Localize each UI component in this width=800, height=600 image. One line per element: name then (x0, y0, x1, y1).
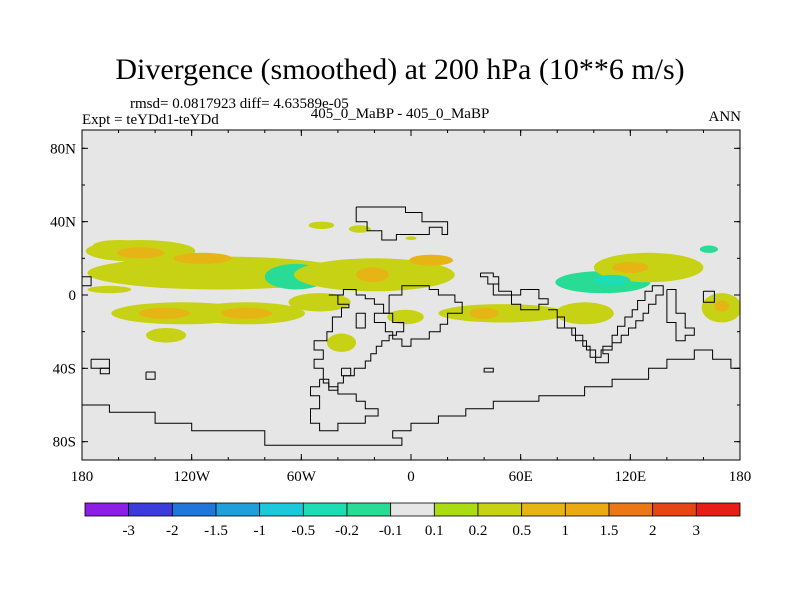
contour-cell (116, 247, 165, 259)
colorbar-label: 2 (649, 523, 657, 539)
colorbar-swatch (564, 502, 610, 517)
contour-cell (147, 225, 163, 229)
contour-cell (409, 254, 453, 266)
coastlines (82, 206, 740, 446)
x-tick-label: 180 (729, 469, 752, 485)
contour-cell (387, 309, 424, 325)
contour-cell (699, 245, 719, 253)
contour-fields (85, 221, 740, 371)
contour-cell (714, 300, 729, 312)
coastline (702, 290, 715, 303)
contour-cell (87, 285, 132, 294)
x-tick-label: 180 (71, 469, 94, 485)
colorbar-label: -2 (166, 523, 179, 539)
contour-cell (308, 221, 335, 229)
contour-cell (146, 328, 187, 343)
contour-cell (348, 225, 371, 233)
colorbar-label: -1.5 (204, 523, 228, 539)
colorbar-label: -1 (253, 523, 266, 539)
colorbar-swatch (608, 502, 654, 517)
x-tick-label: 0 (407, 469, 415, 485)
colorbar-swatch (259, 502, 304, 517)
colorbar-swatch (521, 502, 566, 517)
coastline (310, 378, 379, 432)
y-tick-label: 80N (50, 141, 76, 157)
axes: 180 120W 60W 0 60E 120E 180 80N 40N 0 40S 80S (50, 130, 751, 485)
contour-cell (356, 267, 389, 283)
colorbar-label: -0.2 (335, 523, 359, 539)
difference-label: 405_0_MaBP - 405_0_MaBP (310, 106, 490, 122)
coastline (483, 367, 494, 373)
colorbar-label: -0.1 (379, 523, 403, 539)
contour-cell (173, 252, 232, 264)
chart-title: Divergence (smoothed) at 200 hPa (10**6 … (115, 53, 685, 86)
contour-cell (326, 333, 357, 352)
colorbar-label: -3 (122, 523, 135, 539)
coastline (82, 349, 740, 446)
coastline (99, 367, 110, 375)
contour-cell (681, 340, 708, 356)
coastline (313, 289, 405, 391)
contour-cell (555, 302, 614, 325)
colorbar-swatch (171, 502, 217, 517)
coastline (355, 312, 366, 329)
colorbar-label: 1 (562, 523, 570, 539)
colorbar-swatch (84, 502, 130, 517)
coastline (145, 371, 156, 380)
colorbar-swatch (215, 502, 261, 517)
contour-cell (593, 274, 631, 286)
colorbar-label: -0.5 (291, 523, 315, 539)
y-tick-label: 80S (53, 435, 76, 451)
coastline (548, 285, 664, 364)
contour-cell (612, 262, 649, 273)
colorbar: -3 -2 -1.5 -1 -0.5 -0.2 -0.1 0.1 0.2 0.5 1 1.5 2 3 (84, 502, 741, 539)
colorbar-swatch (302, 502, 348, 517)
x-tick-label: 60W (287, 469, 317, 485)
contour-cell (138, 307, 190, 319)
colorbar-label: 0.1 (425, 523, 444, 539)
x-tick-label: 60E (509, 469, 533, 485)
coastline (355, 206, 449, 241)
contour-cell (469, 307, 499, 319)
contour-cell (169, 362, 188, 371)
contour-cell (261, 335, 287, 340)
rmsd-stats: rmsd= 0.0817923 diff= 4.63589e-05 (130, 96, 349, 112)
contour-cell (220, 307, 273, 319)
colorbar-label: 3 (693, 523, 701, 539)
y-tick-label: 40N (50, 215, 76, 231)
colorbar-swatch (390, 502, 435, 517)
contour-cell (405, 236, 417, 240)
colorbar-swatch (433, 502, 479, 517)
coastline (492, 283, 549, 311)
colorbar-swatch (346, 502, 392, 517)
colorbar-swatch (695, 502, 741, 517)
contour-cell (624, 329, 647, 341)
colorbar-label: 1.5 (600, 523, 619, 539)
x-tick-label: 120W (173, 469, 211, 485)
coastline (666, 289, 695, 342)
x-tick-label: 120E (614, 469, 646, 485)
experiment-label: Expt = teYDd1-teYDd (82, 112, 219, 128)
colorbar-swatch (652, 502, 697, 517)
contour-cell (288, 293, 351, 312)
coastline (82, 276, 92, 287)
contour-cell (380, 236, 424, 251)
colorbar-label: 0.2 (469, 523, 488, 539)
season-label: ANN (708, 109, 742, 125)
coastline (341, 367, 352, 377)
y-tick-label: 40S (53, 361, 76, 377)
y-tick-label: 0 (69, 288, 77, 304)
contour-cell (438, 304, 567, 323)
colorbar-swatch (128, 502, 173, 517)
colorbar-label: 0.5 (512, 523, 531, 539)
coastline (373, 285, 463, 347)
colorbar-swatch (477, 502, 523, 517)
